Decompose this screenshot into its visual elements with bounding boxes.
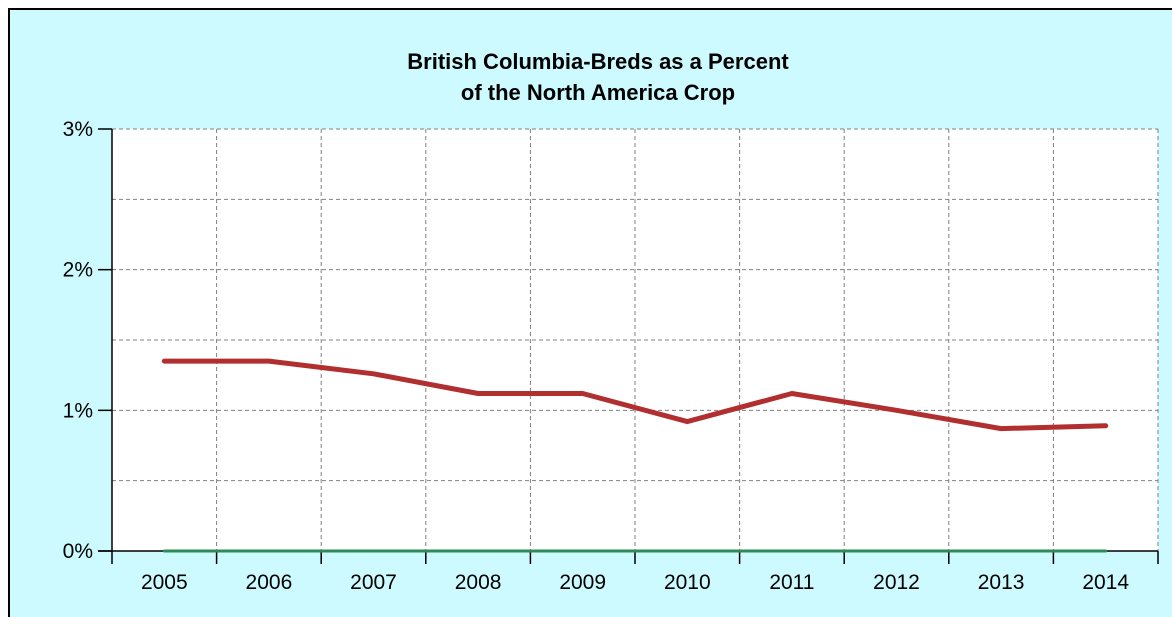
tick-labels: 0% 1% 2% 3% 2005 2006 2007 2008 2009 2010 2011 2012… [63, 118, 1130, 594]
line-chart: British Columbia-Breds as a Percent of t… [63, 49, 1159, 594]
chart-title: British Columbia-Breds as a Percent [407, 49, 789, 74]
y-tick-label: 1% [63, 399, 93, 422]
x-tick-label: 2009 [559, 571, 606, 594]
x-tick-label: 2007 [350, 571, 397, 594]
series-line [161, 358, 1109, 432]
x-tick-label: 2006 [246, 571, 293, 594]
x-tick-label: 2011 [769, 571, 814, 594]
x-tick-label: 2005 [141, 571, 188, 594]
chart-frame: British Columbia-Breds as a Percent of t… [8, 8, 1172, 617]
y-tick-label: 0% [63, 540, 93, 563]
x-tick-label: 2012 [873, 571, 920, 594]
chart-subtitle: of the North America Crop [461, 80, 735, 105]
y-tick-label: 3% [63, 118, 93, 141]
y-tick-label: 2% [63, 259, 93, 282]
x-tick-label: 2014 [1082, 571, 1129, 594]
x-tick-label: 2008 [455, 571, 502, 594]
grid-lines [112, 128, 1159, 551]
x-tick-label: 2010 [664, 571, 711, 594]
x-tick-label: 2013 [978, 571, 1025, 594]
data-series [161, 358, 1109, 553]
